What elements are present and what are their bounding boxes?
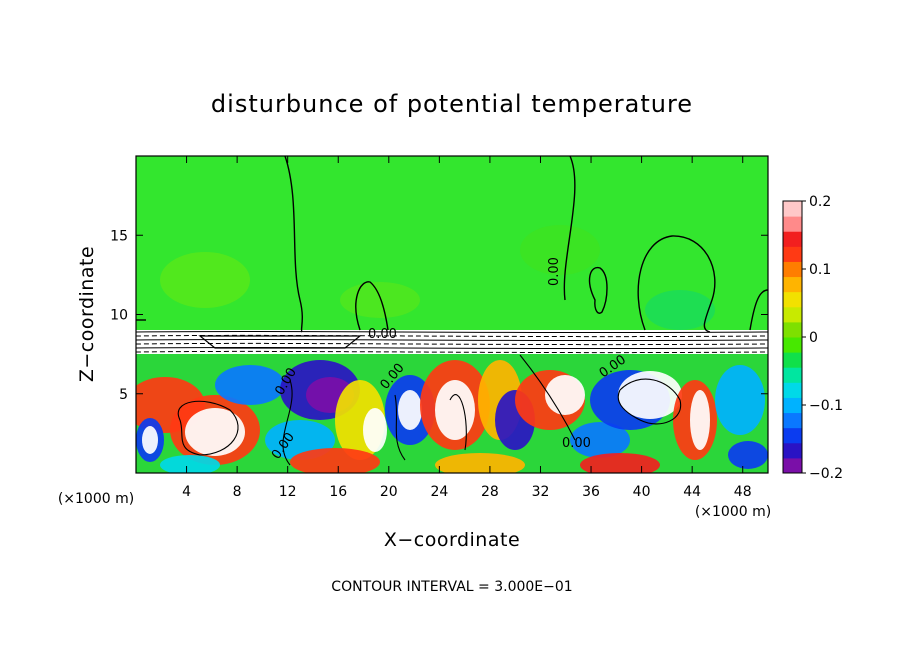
colorbar-swatch <box>783 427 802 444</box>
turbulent-layer <box>136 345 768 473</box>
colorbar-tick-label: −0.1 <box>809 398 843 414</box>
field-blob <box>545 375 585 415</box>
field-blob <box>435 453 525 473</box>
contour-line <box>394 394 406 461</box>
x-unit-right: (×1000 m) <box>695 504 771 520</box>
y-tick-label: 5 <box>119 387 128 403</box>
y-axis-label: Z−coordinate <box>76 246 98 382</box>
y-tick-label: 10 <box>110 308 128 324</box>
blob <box>520 225 600 275</box>
colorbar-swatch <box>783 216 802 232</box>
contour-line <box>177 400 239 456</box>
contour-label: 0.00 <box>562 436 591 451</box>
field-blob <box>618 371 682 419</box>
field-blob <box>160 455 220 473</box>
field-blob <box>728 441 768 469</box>
contour-line <box>136 330 768 334</box>
contour-line <box>136 346 768 350</box>
contour-line <box>136 342 768 346</box>
x-unit-left: (×1000 m) <box>58 491 134 507</box>
field-blob <box>363 408 387 452</box>
colorbar: 0.2 0.1 0 −0.1 −0.2 <box>782 194 843 482</box>
colorbar-tick-label: 0 <box>809 330 818 346</box>
x-tick-label: 36 <box>582 484 600 500</box>
x-tick-label: 48 <box>734 484 752 500</box>
colorbar-swatch <box>783 397 802 414</box>
inversion-contours <box>136 330 768 354</box>
colorbar-swatch <box>783 337 802 353</box>
contour-line <box>563 156 576 301</box>
colorbar-swatch <box>783 276 802 293</box>
field-blob <box>215 365 285 405</box>
colorbar-tick-label: 0.2 <box>809 194 831 210</box>
contour-line <box>617 378 682 425</box>
colorbar-swatch <box>783 291 802 308</box>
colorbar-tick-label: −0.2 <box>809 466 843 482</box>
contour-labels: 0.00 0.00 0.00 0.00 0.00 0.00 0.00 <box>269 257 629 462</box>
colorbar-swatch <box>783 367 802 383</box>
colorbar-swatch <box>783 321 802 338</box>
inversion-band <box>136 330 768 354</box>
contour-line <box>284 156 304 333</box>
x-axis-label: X−coordinate <box>384 529 520 551</box>
x-tick-label: 24 <box>430 484 448 500</box>
blob <box>160 252 250 308</box>
contour-line <box>355 281 389 331</box>
colorbar-swatch <box>783 412 802 429</box>
contour-line <box>449 394 467 451</box>
colorbar-swatch <box>783 261 802 278</box>
colorbar-swatch <box>783 352 802 368</box>
x-tick-label: 32 <box>532 484 550 500</box>
x-tick-label: 8 <box>233 484 242 500</box>
x-tick-label: 20 <box>380 484 398 500</box>
contour-line <box>198 335 362 349</box>
x-tick-label: 12 <box>279 484 297 500</box>
x-tick-label: 28 <box>481 484 499 500</box>
colorbar-swatch <box>783 442 802 459</box>
field-blob <box>715 365 765 435</box>
x-tick-label: 40 <box>633 484 651 500</box>
field-blob <box>690 390 710 450</box>
blob <box>645 290 715 330</box>
colorbar-swatch <box>783 457 802 474</box>
contour-line <box>282 379 293 466</box>
y-tick-label: 15 <box>110 228 128 244</box>
contour-line <box>749 289 768 331</box>
field-blob <box>142 426 158 454</box>
contour-line <box>519 354 576 441</box>
field-blob <box>398 390 422 430</box>
colorbar-swatch <box>783 231 802 247</box>
contour-line <box>588 266 608 314</box>
colorbar-tick-label: 0.1 <box>809 262 831 278</box>
field-blob <box>435 380 475 440</box>
colorbar-swatch <box>783 382 802 398</box>
colorbar-swatch <box>783 306 802 323</box>
blob <box>340 282 420 318</box>
upper-contours <box>136 156 768 333</box>
colorbar-swatch <box>783 246 802 262</box>
chart-title: disturbunce of potential temperature <box>211 90 693 118</box>
plot-area <box>136 156 768 473</box>
contour-line <box>136 334 768 338</box>
contour-line <box>637 235 716 333</box>
contour-label: 0.00 <box>368 327 397 342</box>
x-axis: 4 8 12 16 20 24 28 32 36 40 44 48 <box>182 156 752 500</box>
field-blob <box>290 448 380 473</box>
contour-line <box>136 338 768 342</box>
contour-label: 0.00 <box>547 257 562 286</box>
y-axis: 5 10 15 <box>110 228 768 403</box>
x-tick-label: 4 <box>182 484 191 500</box>
colorbar-swatch <box>783 201 802 217</box>
x-tick-label: 44 <box>683 484 701 500</box>
field-blob <box>185 408 245 456</box>
field-blob <box>580 453 660 473</box>
contour-interval-note: CONTOUR INTERVAL = 3.000E−01 <box>331 579 572 595</box>
contour-line <box>136 350 768 354</box>
field-blob <box>570 422 630 458</box>
x-tick-label: 16 <box>329 484 347 500</box>
